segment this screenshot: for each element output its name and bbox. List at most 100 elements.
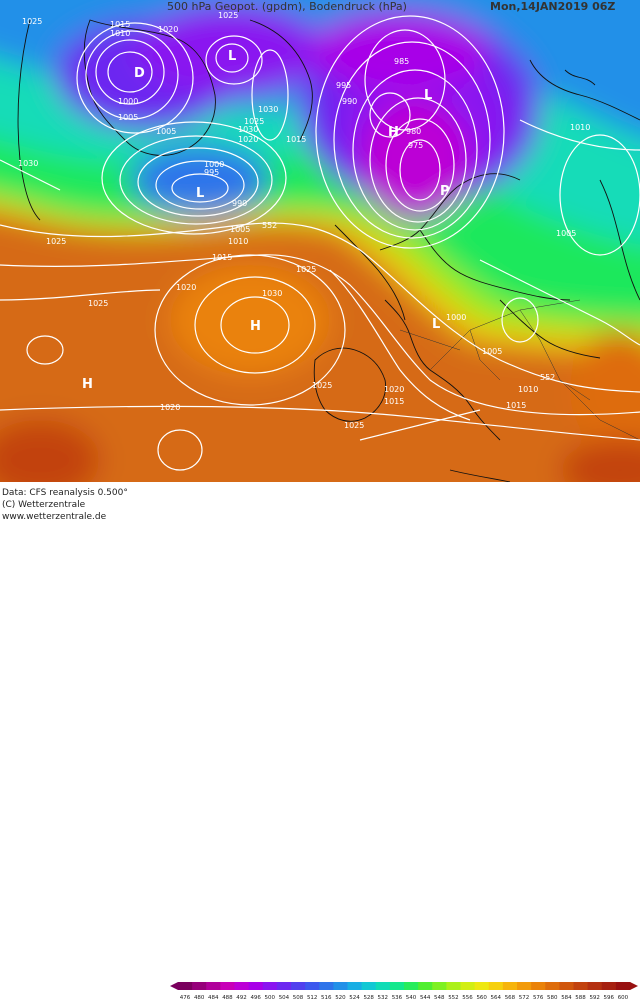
- legend-tick-label: 572: [519, 995, 530, 1001]
- isobar-label: 975: [408, 141, 423, 150]
- isobar-label: 1015: [212, 253, 232, 262]
- legend-swatch: [206, 982, 221, 990]
- legend-swatch: [488, 982, 504, 990]
- high-pressure-marker: H: [250, 319, 261, 334]
- copyright-text: (C) Wetterzentrale: [2, 500, 86, 510]
- legend-swatch: [446, 982, 461, 990]
- isobar-label: 1015: [286, 135, 306, 144]
- legend-tick-label: 480: [194, 995, 205, 1001]
- low-pressure-marker: L: [228, 49, 236, 64]
- isobar-label: 1000: [118, 97, 138, 106]
- isobar-label: 995: [336, 81, 351, 90]
- legend-swatch: [220, 982, 235, 990]
- weather-map-canvas: 1025 1015 1010 1020 1025 1000 1005 1005 …: [0, 0, 640, 482]
- legend-tick-label: 496: [250, 995, 261, 1001]
- isobar-label: 1015: [506, 401, 526, 410]
- legend-swatch: [291, 982, 306, 990]
- footer: Data: CFS reanalysis 0.500° (C) Wetterze…: [0, 482, 640, 1001]
- legend-swatch: [615, 982, 631, 990]
- legend-swatch: [418, 982, 433, 990]
- weather-map: 1025 1015 1010 1020 1025 1000 1005 1005 …: [0, 0, 640, 482]
- legend-arrow-right: [630, 982, 638, 990]
- low-pressure-marker: L: [424, 88, 432, 103]
- map-title: 500 hPa Geopot. (gpdm), Bodendruck (hPa): [167, 0, 407, 13]
- legend-tick-label: 556: [462, 995, 473, 1001]
- isobar-label: 1025: [22, 17, 42, 26]
- legend-tick-label: 568: [505, 995, 516, 1001]
- isobar-label: 990: [232, 199, 247, 208]
- legend-tick-label: 524: [349, 995, 360, 1001]
- legend-tick-label: 580: [547, 995, 558, 1001]
- legend-swatch: [389, 982, 405, 990]
- isobar-label: 980: [406, 127, 421, 136]
- high-pressure-marker: H: [388, 125, 399, 140]
- legend-swatch: [474, 982, 490, 990]
- isobar-label: 1030: [18, 159, 38, 168]
- geopotential-color-field: [0, 0, 640, 482]
- isobar-label: 1025: [218, 11, 238, 20]
- legend-tick-label: 508: [293, 995, 304, 1001]
- legend-tick-label: 516: [321, 995, 332, 1001]
- isobar-labels: 1025 1015 1010 1020 1025 1000 1005 1005 …: [18, 11, 590, 430]
- color-legend: 476 480 484 488 492 496 500 504 508 512 516 520 524 5…: [170, 982, 638, 1001]
- isobar-label: 1010: [110, 29, 130, 38]
- pressure-centers: D L L H L P L H H: [82, 49, 450, 392]
- legend-swatch: [545, 982, 560, 990]
- legend-swatch: [319, 982, 334, 990]
- legend-tick-label: 564: [491, 995, 502, 1001]
- isobar-label: 1025: [46, 237, 66, 246]
- isobar-label: 1020: [158, 25, 178, 34]
- legend-tick-label: 504: [279, 995, 290, 1001]
- low-pressure-marker: P: [440, 184, 450, 199]
- legend-tick-label: 532: [378, 995, 389, 1001]
- isobar-label: 1010: [518, 385, 538, 394]
- isobar-label: 1000: [446, 313, 466, 322]
- low-pressure-marker: D: [134, 66, 145, 81]
- isobar-label: 552: [262, 221, 277, 230]
- legend-tick-label: 500: [265, 995, 276, 1001]
- isobar-label: 1030: [238, 125, 258, 134]
- legend-tick-label: 488: [222, 995, 233, 1001]
- low-pressure-marker: L: [432, 317, 440, 332]
- legend-swatch: [460, 982, 476, 990]
- legend-arrow-left: [170, 982, 178, 990]
- legend-tick-label: 540: [406, 995, 417, 1001]
- isobar-label: 1005: [156, 127, 176, 136]
- isobar-label: 1020: [384, 385, 404, 394]
- data-source-text: Data: CFS reanalysis 0.500°: [2, 488, 128, 498]
- website-link[interactable]: www.wetterzentrale.de: [2, 512, 107, 522]
- coastlines: [17, 19, 640, 482]
- legend-swatch: [404, 982, 419, 990]
- legend-swatch: [234, 982, 250, 990]
- legend-swatch: [502, 982, 518, 990]
- legend-tick-label: 552: [448, 995, 459, 1001]
- legend-tick-label: 528: [363, 995, 374, 1001]
- legend-tick-label: 560: [476, 995, 487, 1001]
- isobar-label: 552: [540, 373, 555, 382]
- isobar-label: 995: [204, 168, 219, 177]
- isobar-label: 1005: [556, 229, 576, 238]
- legend-tick-label: 588: [575, 995, 586, 1001]
- isobar-label: 1000: [204, 160, 224, 169]
- isobar-label: 1025: [344, 421, 364, 430]
- isobar-label: 1015: [384, 397, 404, 406]
- legend-swatch: [361, 982, 377, 990]
- isobar-label: 1025: [244, 117, 264, 126]
- isobar-label: 1005: [482, 347, 502, 356]
- high-pressure-marker: H: [82, 377, 93, 392]
- legend-tick-label: 576: [533, 995, 544, 1001]
- legend-tick-label: 536: [392, 995, 403, 1001]
- isobar-label: 1020: [160, 403, 180, 412]
- legend-tick-label: 520: [335, 995, 346, 1001]
- legend-swatch: [178, 982, 193, 990]
- legend-swatch: [559, 982, 574, 990]
- legend-swatch: [517, 982, 532, 990]
- legend-swatch: [587, 982, 603, 990]
- isobar-label: 985: [394, 57, 409, 66]
- legend-swatch: [432, 982, 447, 990]
- isobar-label: 1020: [176, 283, 196, 292]
- isobar-label: 990: [342, 97, 357, 106]
- isobar-label: 1010: [570, 123, 590, 132]
- isobar-label: 1030: [258, 105, 278, 114]
- country-borders: [399, 299, 640, 441]
